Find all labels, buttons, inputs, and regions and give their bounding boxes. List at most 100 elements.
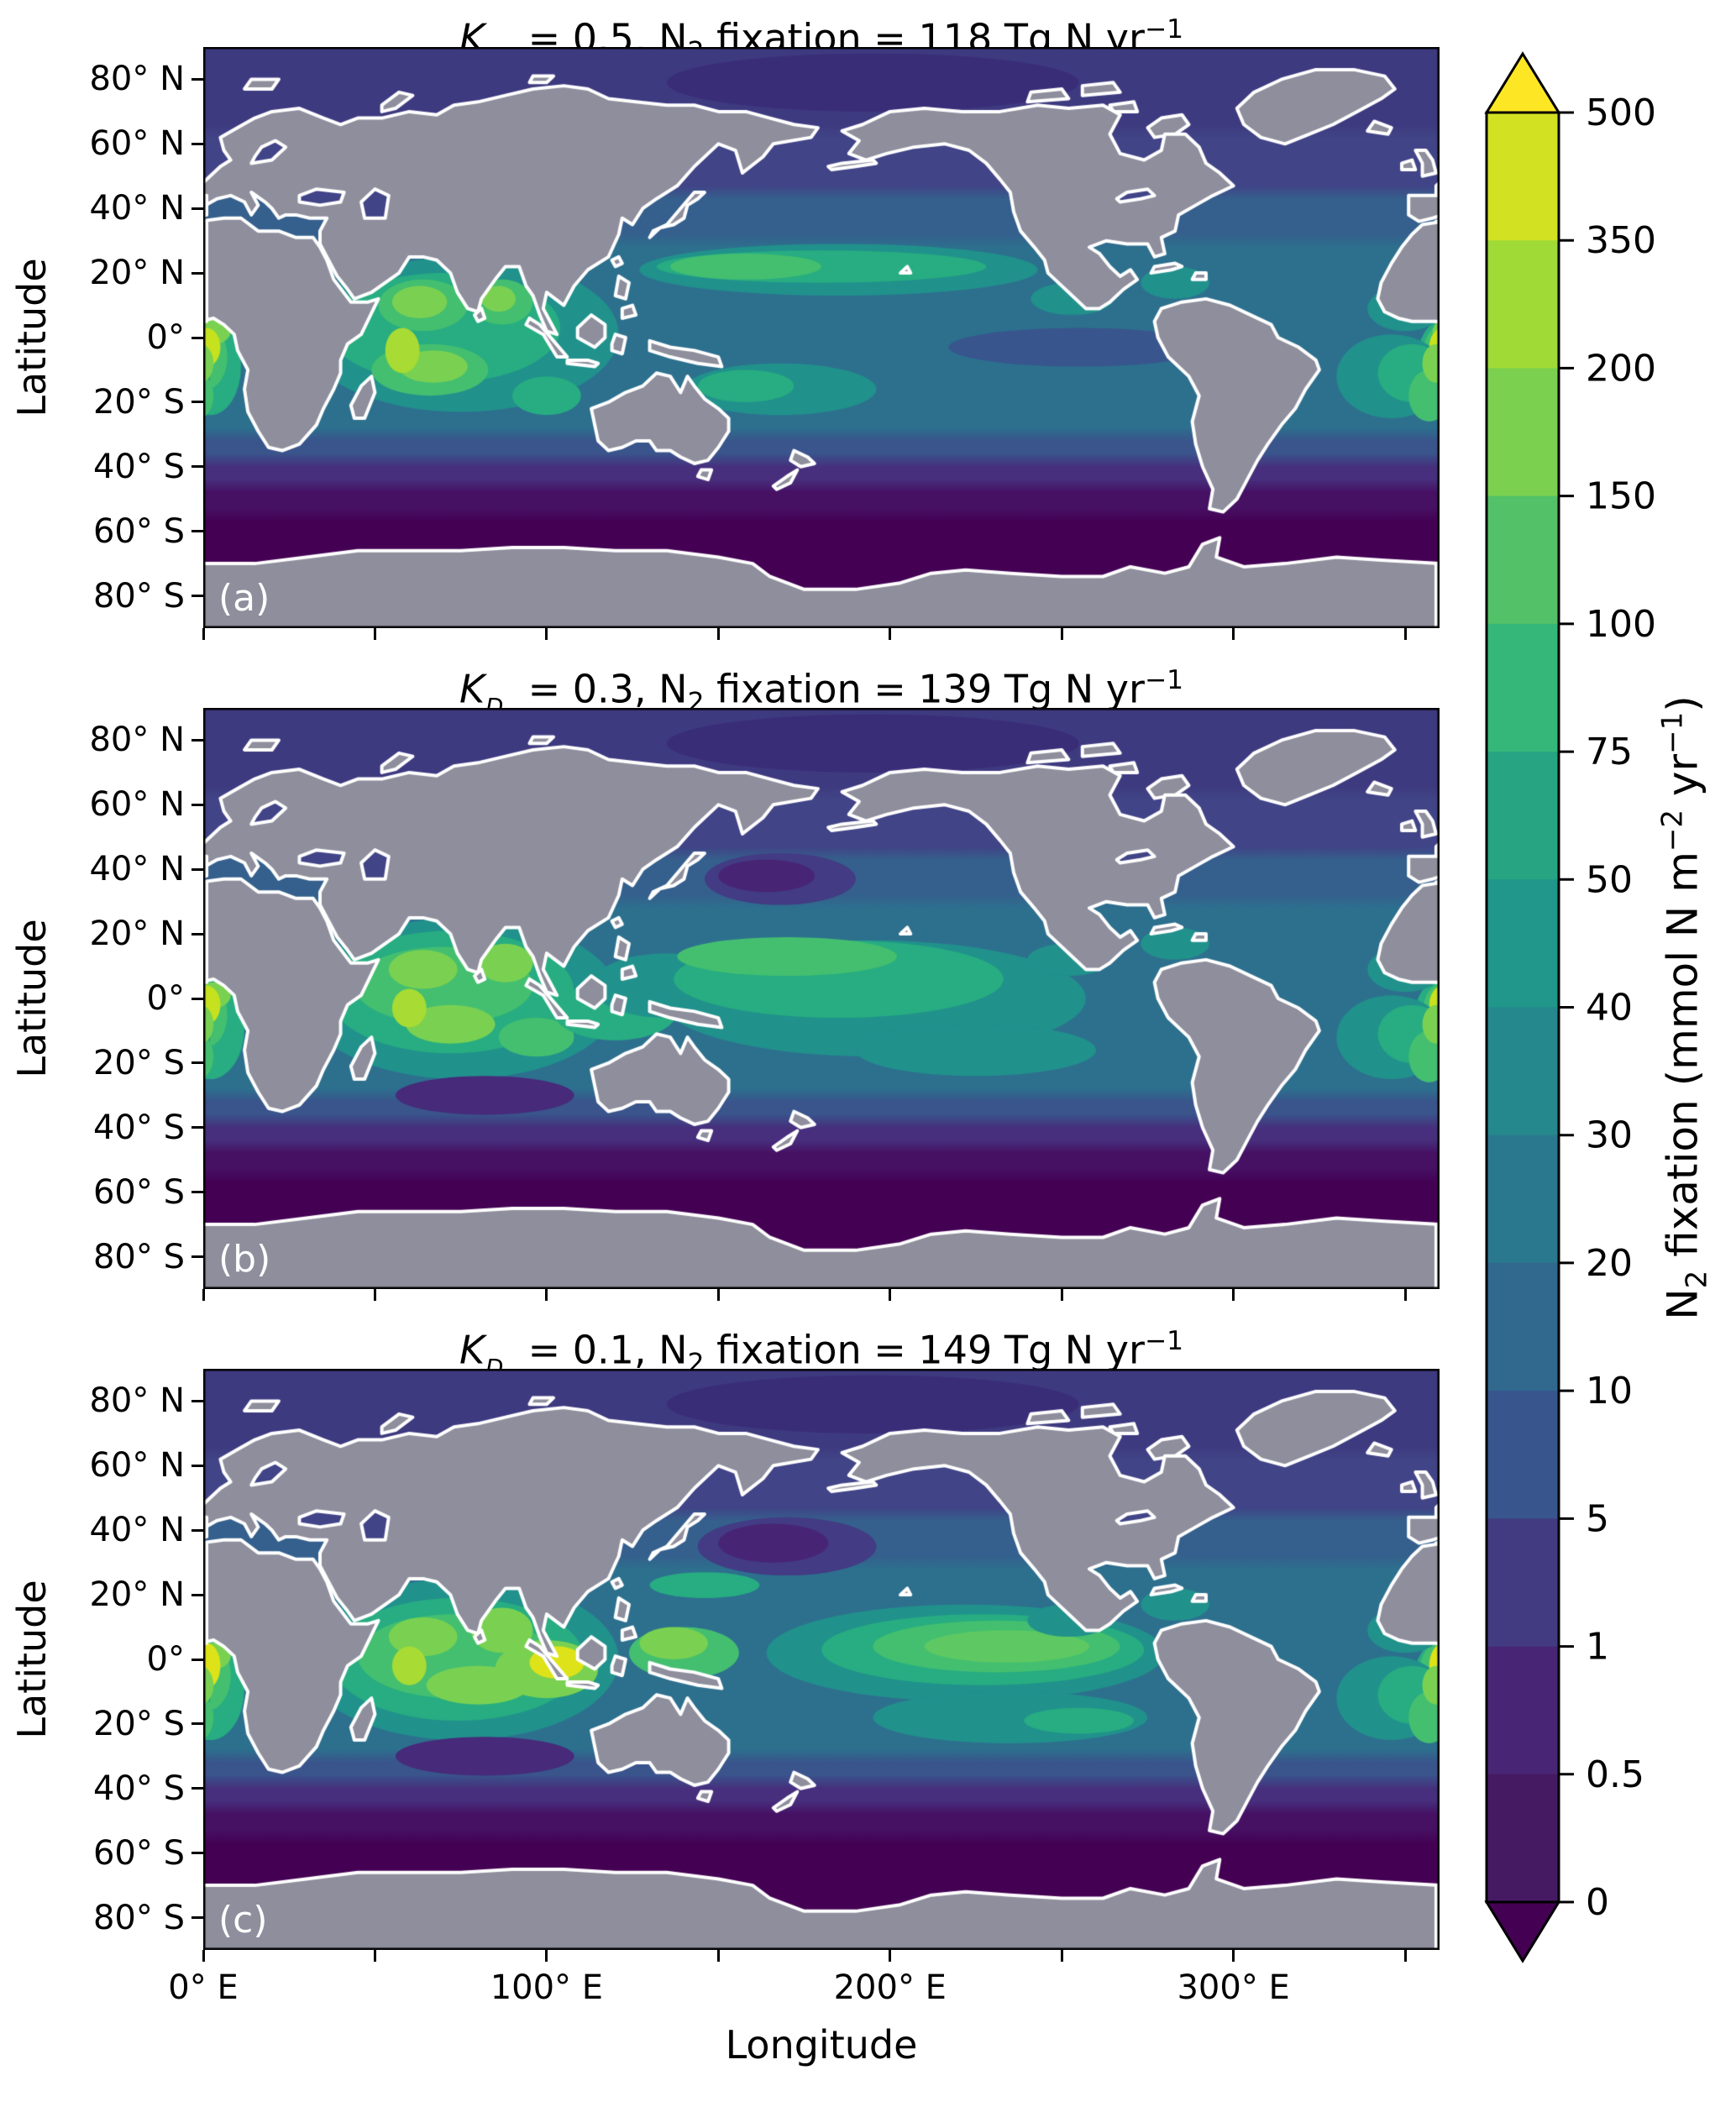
y-tick-label: 80° S [92,576,185,616]
x-tick [1403,1950,1407,1962]
x-tick [1060,1950,1063,1962]
y-tick-label: 60° S [92,1172,185,1212]
y-tick [191,1191,203,1194]
title-tail: fixation = 139 Tg N yr [704,666,1145,712]
colorbar-tick-label: 500 [1586,92,1656,134]
cb-title-sub2: 2 [1680,1270,1714,1289]
colorbar-tick-label: 1 [1586,1626,1609,1669]
x-tick [716,1289,720,1301]
title-power: −1 [1144,1326,1184,1356]
colorbar-tick-label: 100 [1586,603,1656,646]
panel-c-title: KDFe = 0.1, N2 fixation = 149 Tg N yr−1 [203,1318,1440,1402]
y-tick [191,932,203,935]
x-tick [1232,1289,1235,1301]
panel-letter-b: (b) [218,1238,271,1281]
y-tick [191,530,203,533]
colorbar-tick-label: 30 [1586,1114,1633,1157]
title-mid: = 0.1, N [516,1327,688,1373]
colorbar-tick-label: 50 [1586,858,1633,901]
y-tick-label: 80° S [92,1898,185,1937]
panel-b-title: KDFe = 0.3, N2 fixation = 139 Tg N yr−1 [203,658,1440,742]
y-tick [191,1916,203,1920]
map-canvas-b [203,708,1440,1289]
y-tick-label: 80° N [89,1381,185,1421]
y-tick [191,465,203,469]
y-tick [191,595,203,598]
y-tick [191,1593,203,1596]
y-tick [191,1255,203,1259]
cb-title-pre: N [1658,1288,1707,1320]
x-tick [202,1950,205,1962]
colorbar-band [1487,368,1559,497]
y-tick [191,207,203,210]
colorbar-band [1487,1007,1559,1136]
map-canvas-a [203,47,1440,628]
y-tick-label: 0° [146,318,185,357]
colorbar-band [1487,1646,1559,1775]
y-axis-label-c: Latitude [9,1580,55,1739]
y-tick [191,997,203,1000]
y-tick-label: 40° N [89,850,185,889]
y-tick [191,142,203,145]
y-tick-label: 40° N [89,189,185,228]
y-tick-label: 20° S [92,1043,185,1082]
y-tick [191,336,203,339]
y-tick [191,77,203,81]
colorbar-band [1487,495,1559,625]
colorbar-band [1487,879,1559,1009]
map-canvas-c [203,1369,1440,1950]
y-tick [191,803,203,806]
colorbar-band [1487,752,1559,880]
title-power: −1 [1144,14,1184,45]
colorbar-tick-label: 40 [1586,987,1633,1030]
x-tick [373,628,376,640]
y-tick-label: 20° N [89,915,185,954]
y-tick-label: 60° N [89,1446,185,1486]
x-tick [1232,1950,1235,1962]
y-tick [191,1658,203,1661]
panel-a-title: KDFe = 0.5, N2 fixation = 118 Tg N yr−1 [203,7,1440,91]
x-tick [889,628,892,640]
colorbar-band [1487,1518,1559,1648]
panel-letter-a: (a) [218,577,270,620]
colorbar-tick-label: 150 [1586,475,1656,518]
x-tick [545,1950,548,1962]
colorbar-tick-label: 0 [1586,1881,1609,1924]
panel-letter-c: (c) [218,1899,268,1942]
y-tick [191,1722,203,1726]
y-tick-label: 60° S [92,1833,185,1873]
x-tick [545,628,548,640]
y-tick [191,1787,203,1790]
y-tick-label: 80° N [89,60,185,99]
x-tick-label: 300° E [1177,1968,1290,2007]
y-tick [191,271,203,275]
colorbar-title: N2 fixation (mmol N m−2 yr−1) [1656,695,1714,1319]
y-tick-label: 60° N [89,785,185,825]
x-tick [889,1950,892,1962]
colorbar-tick-label: 20 [1586,1242,1633,1285]
colorbar-tick-label: 10 [1586,1370,1633,1412]
map-panel-a: (a) Latitude 80° N 60° N 40° N 20° N 0° 20° S… [9,47,1440,640]
y-tick-label: 40° S [92,1769,185,1808]
y-tick-label: 20° S [92,1704,185,1743]
colorbar-band [1487,623,1559,752]
cb-title-mid2: yr [1658,753,1707,810]
colorbar-band [1487,1262,1559,1391]
cb-title-sup2: −1 [1655,711,1690,754]
y-tick-label: 40° S [92,447,185,486]
y-tick [191,1061,203,1065]
x-tick [1060,628,1063,640]
colorbar-arrow-under [1484,1900,1561,1963]
y-axis-label-a: Latitude [9,258,55,417]
y-tick-label: 0° [146,979,185,1018]
y-tick [191,401,203,404]
y-tick-label: 40° N [89,1511,185,1550]
y-tick-label: 20° S [92,382,185,422]
x-tick-label: 200° E [833,1968,947,2007]
cb-title-sup1: −2 [1655,809,1690,852]
title-tail: fixation = 149 Tg N yr [704,1327,1145,1373]
y-tick-label: 80° N [89,721,185,760]
x-tick [1403,1289,1407,1301]
title-mid: = 0.3, N [516,666,688,712]
